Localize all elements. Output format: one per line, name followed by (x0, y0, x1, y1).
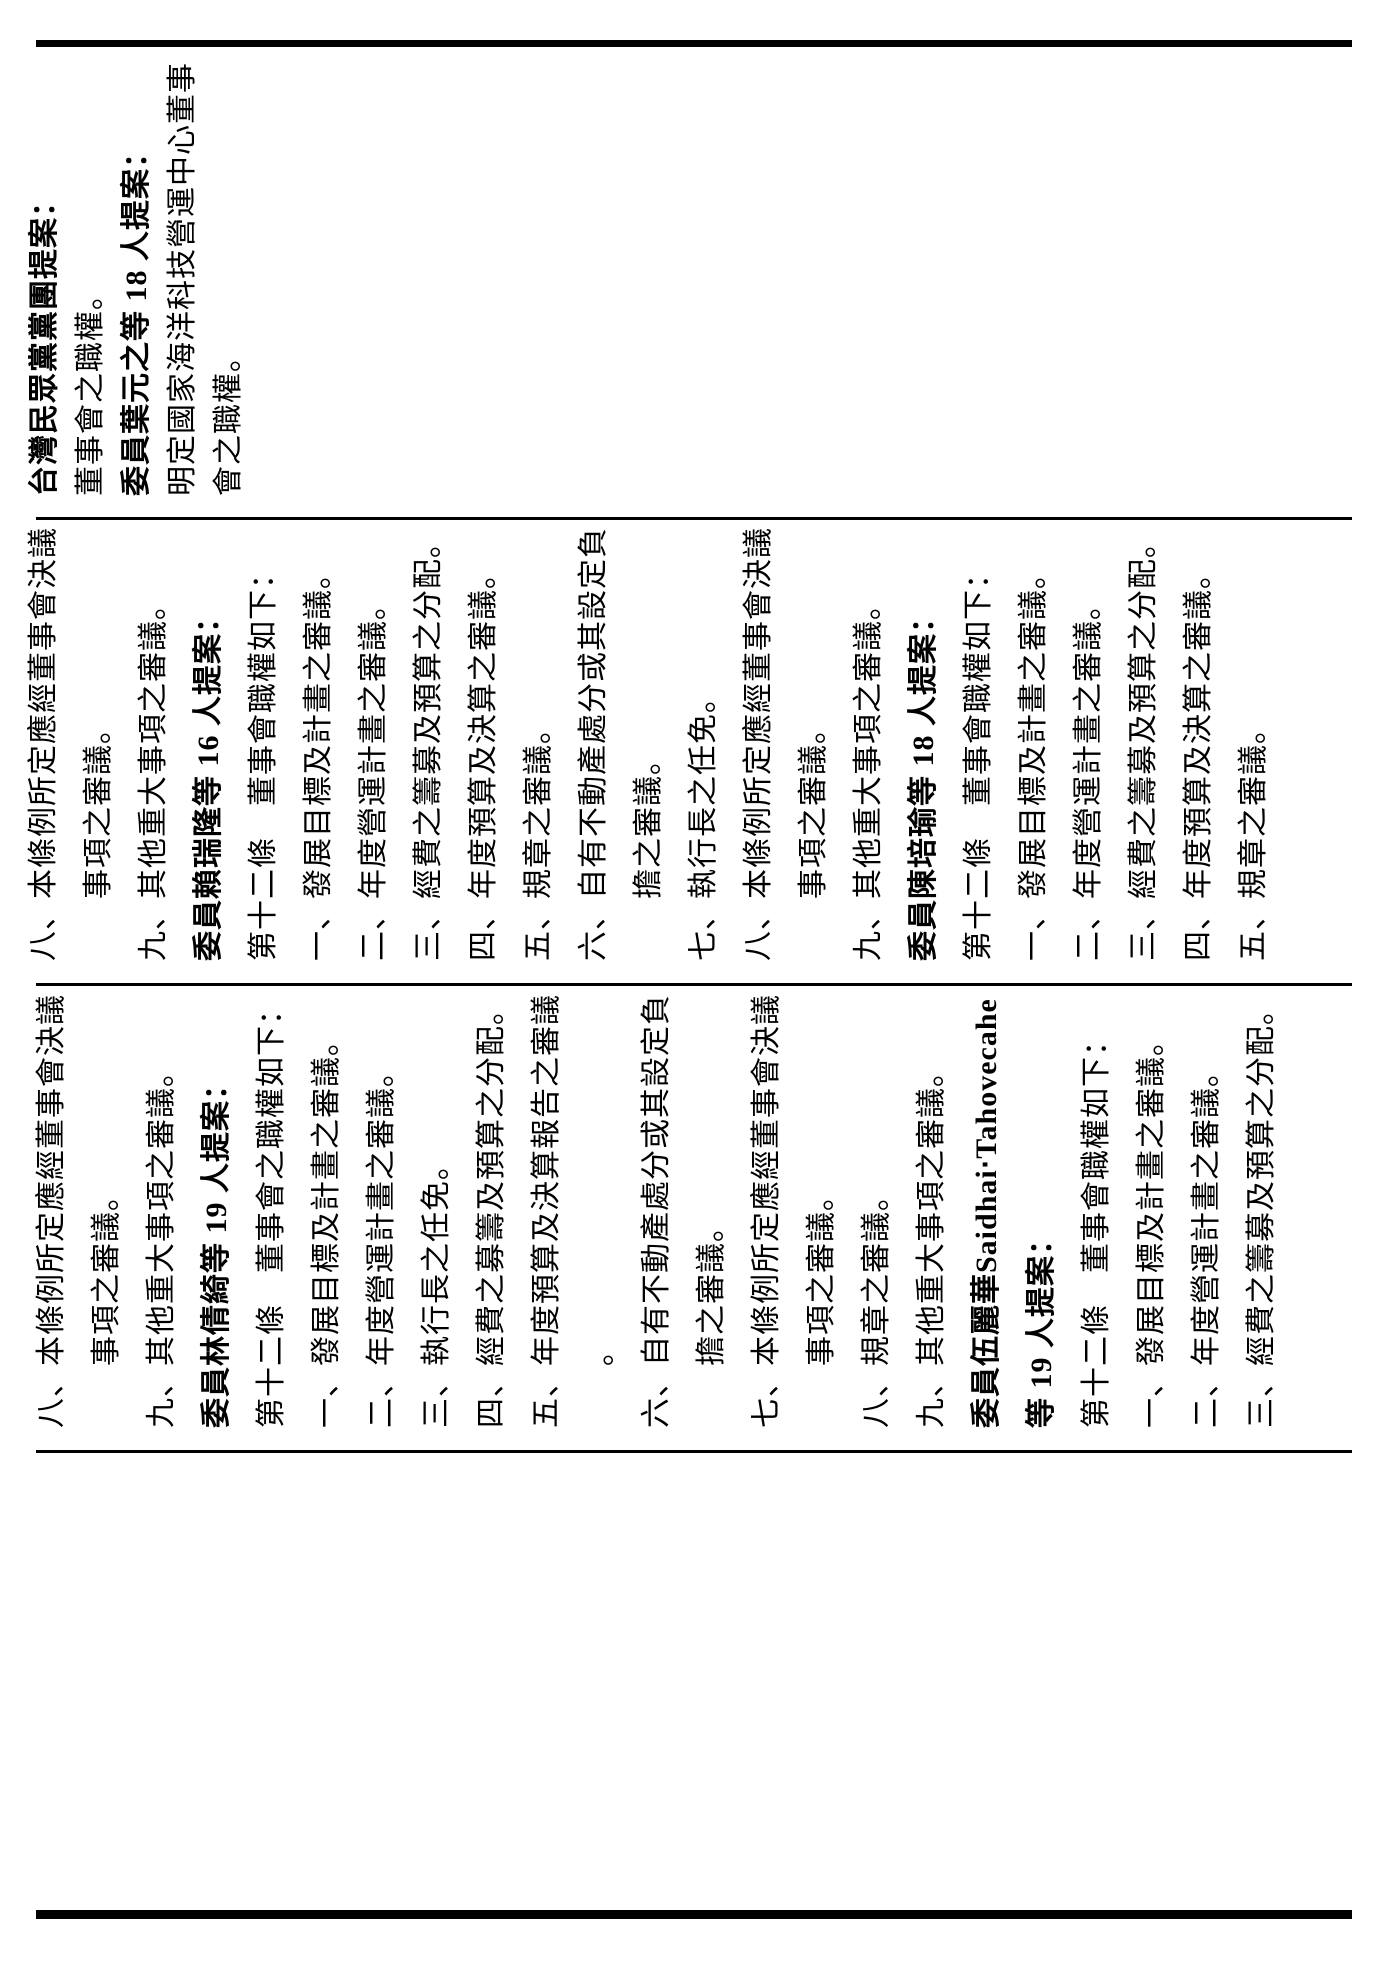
table-separator-3 (36, 1450, 1352, 1453)
text-line: 八、本條例所定應經董事會決議 (35, 994, 68, 1428)
text-line: 第十二條 董事會之職權如下： (255, 994, 288, 1428)
text-line: 二、年度營運計畫之審議。 (1072, 589, 1105, 961)
table-separator-1 (36, 517, 1352, 520)
table-cell-proposals-middle: 八、本條例所定應經董事會決議 事項之審議。 九、其他重大事項之審議。 委員賴瑞隆等 1… (16, 521, 1281, 961)
text-line: 委員葉元之等 18 人提案： (120, 137, 153, 496)
text-line: 第十二條 董事會職權如下： (962, 558, 995, 961)
text-line: 事項之審議。 (797, 713, 830, 899)
text-line: 擔之審議。 (632, 744, 665, 899)
text-line: 一、發展目標及計畫之審議。 (1135, 1025, 1168, 1428)
text-line: 五、規章之審議。 (1237, 713, 1270, 961)
table-border-thick-left (36, 1910, 1352, 1919)
text-line: 第十二條 董事會職權如下： (1080, 1025, 1113, 1428)
text-line: 八、本條例所定應經董事會決議 (27, 527, 60, 961)
text-line: 七、本條例所定應經董事會決議 (750, 994, 783, 1428)
text-line: 五、年度預算及決算報告之審議 (530, 994, 563, 1428)
text-line: 明定國家海洋科技營運中心董事 (166, 62, 199, 496)
text-line: 六、自有不動產處分或其設定負 (640, 994, 673, 1428)
text-line: 七、執行長之任免。 (687, 682, 720, 961)
text-line: 九、其他重大事項之審議。 (915, 1056, 948, 1428)
text-line: 事項之審議。 (90, 1180, 123, 1366)
text-line: 擔之審議。 (695, 1211, 728, 1366)
text-line: 委員賴瑞隆等 16 人提案： (192, 602, 225, 961)
text-line: 二、年度營運計畫之審議。 (365, 1056, 398, 1428)
text-line: 四、年度預算及決算之審議。 (467, 558, 500, 961)
text-line: 四、年度預算及決算之審議。 (1182, 558, 1215, 961)
table-separator-2 (36, 983, 1352, 986)
text-line: 八、本條例所定應經董事會決議 (742, 527, 775, 961)
text-line: 一、發展目標及計畫之審議。 (1017, 558, 1050, 961)
text-line: 一、發展目標及計畫之審議。 (310, 1025, 343, 1428)
text-line: 四、經費之募籌及預算之分配。 (475, 994, 508, 1428)
text-line: 三、執行長之任免。 (420, 1149, 453, 1428)
text-line: 五、規章之審議。 (522, 713, 555, 961)
text-line: 二、年度營運計畫之審議。 (357, 589, 390, 961)
text-line: 九、其他重大事項之審議。 (852, 589, 885, 961)
text-line: 八、規章之審議。 (860, 1180, 893, 1428)
table-cell-proposals-right: 台灣民眾黨黨團提案： 董事會之職權。 委員葉元之等 18 人提案： 明定國家海洋科技營… (22, 51, 252, 496)
text-line: 台灣民眾黨黨團提案： (28, 186, 61, 496)
text-line: 第十二條 董事會職權如下： (247, 558, 280, 961)
text-line: 九、其他重大事項之審議。 (137, 589, 170, 961)
table-border-thick-right (36, 40, 1352, 47)
text-line: 三、經費之籌募及預算之分配。 (1127, 527, 1160, 961)
text-line: 等 19 人提案： (1025, 1224, 1058, 1428)
text-line: 事項之審議。 (82, 713, 115, 899)
text-line: 三、經費之籌募及預算之分配。 (1245, 994, 1278, 1428)
text-line: 六、自有不動產處分或其設定負 (577, 527, 610, 961)
text-line: 事項之審議。 (805, 1180, 838, 1366)
text-line: 九、其他重大事項之審議。 (145, 1056, 178, 1428)
text-line: 董事會之職權。 (74, 279, 107, 496)
text-line: 。 (585, 1335, 618, 1366)
text-line: 委員陳培瑜等 18 人提案： (907, 602, 940, 961)
text-line: 一、發展目標及計畫之審議。 (302, 558, 335, 961)
text-line: 二、年度營運計畫之審議。 (1190, 1056, 1223, 1428)
table-cell-proposals-left: 八、本條例所定應經董事會決議 事項之審議。 九、其他重大事項之審議。 委員林倩綺等 1… (24, 988, 1289, 1428)
text-line: 委員伍麗華Saidhai‧Tahovecahe (970, 998, 1003, 1428)
text-line: 三、經費之籌募及預算之分配。 (412, 527, 445, 961)
text-line: 會之職權。 (212, 341, 245, 496)
text-line: 委員林倩綺等 19 人提案： (200, 1069, 233, 1428)
